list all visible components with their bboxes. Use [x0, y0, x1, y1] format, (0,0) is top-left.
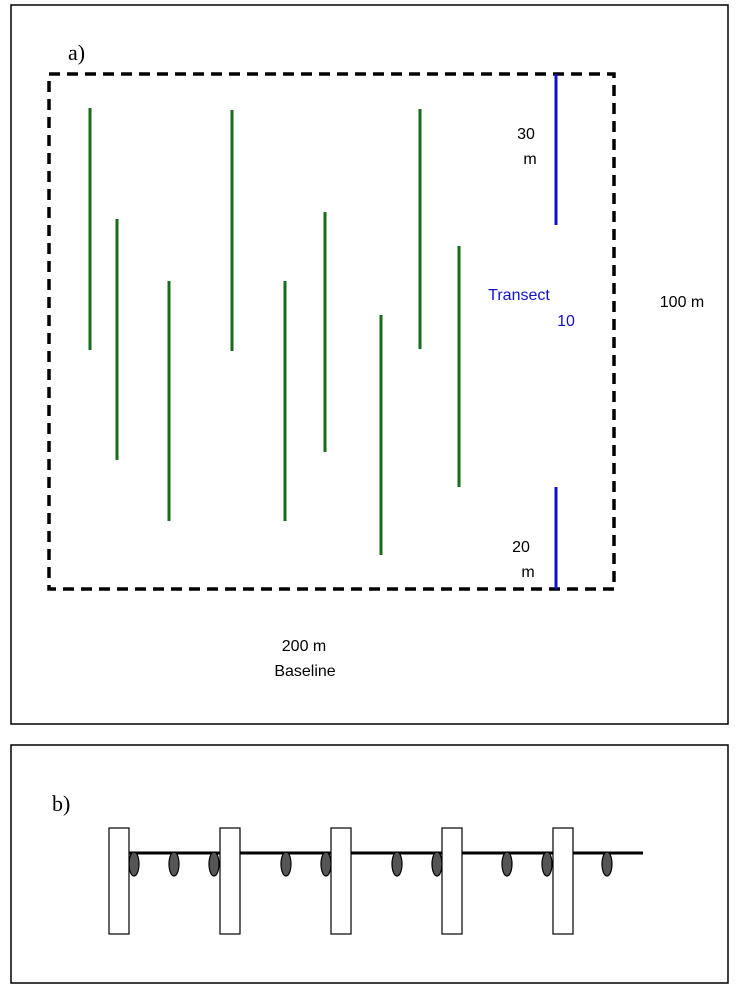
- baseline-label: Baseline: [274, 663, 335, 680]
- baseline-length-label: 200 m: [282, 638, 326, 655]
- top-gap-length-label: 30: [517, 126, 535, 143]
- transect-number-label: 10: [557, 313, 575, 330]
- post-marker: [219, 827, 241, 935]
- post-marker: [108, 827, 130, 935]
- sampling-point: [208, 851, 220, 877]
- sampling-point: [280, 851, 292, 877]
- panel-a-label: a): [68, 40, 85, 65]
- sampling-point: [431, 851, 443, 877]
- sampling-point: [320, 851, 332, 877]
- panel-b-label: b): [52, 791, 70, 816]
- post-markers: [108, 827, 574, 935]
- panel-a-frame: [10, 4, 729, 725]
- transect-word-label: Transect: [488, 287, 550, 304]
- ellipse-markers: [128, 851, 613, 877]
- sampling-point: [168, 851, 180, 877]
- bottom-gap-length-label: 20: [512, 539, 530, 556]
- bottom-gap-unit-label: m: [521, 564, 534, 581]
- post-marker: [441, 827, 463, 935]
- post-marker: [330, 827, 352, 935]
- transect-group: [88, 108, 461, 555]
- sampling-point: [128, 851, 140, 877]
- sampling-point: [501, 851, 513, 877]
- top-gap-unit-label: m: [523, 151, 536, 168]
- post-marker: [552, 827, 574, 935]
- sampling-point: [601, 851, 613, 877]
- plot-height-label: 100 m: [660, 294, 704, 311]
- sampling-point: [541, 851, 553, 877]
- sampling-point: [391, 851, 403, 877]
